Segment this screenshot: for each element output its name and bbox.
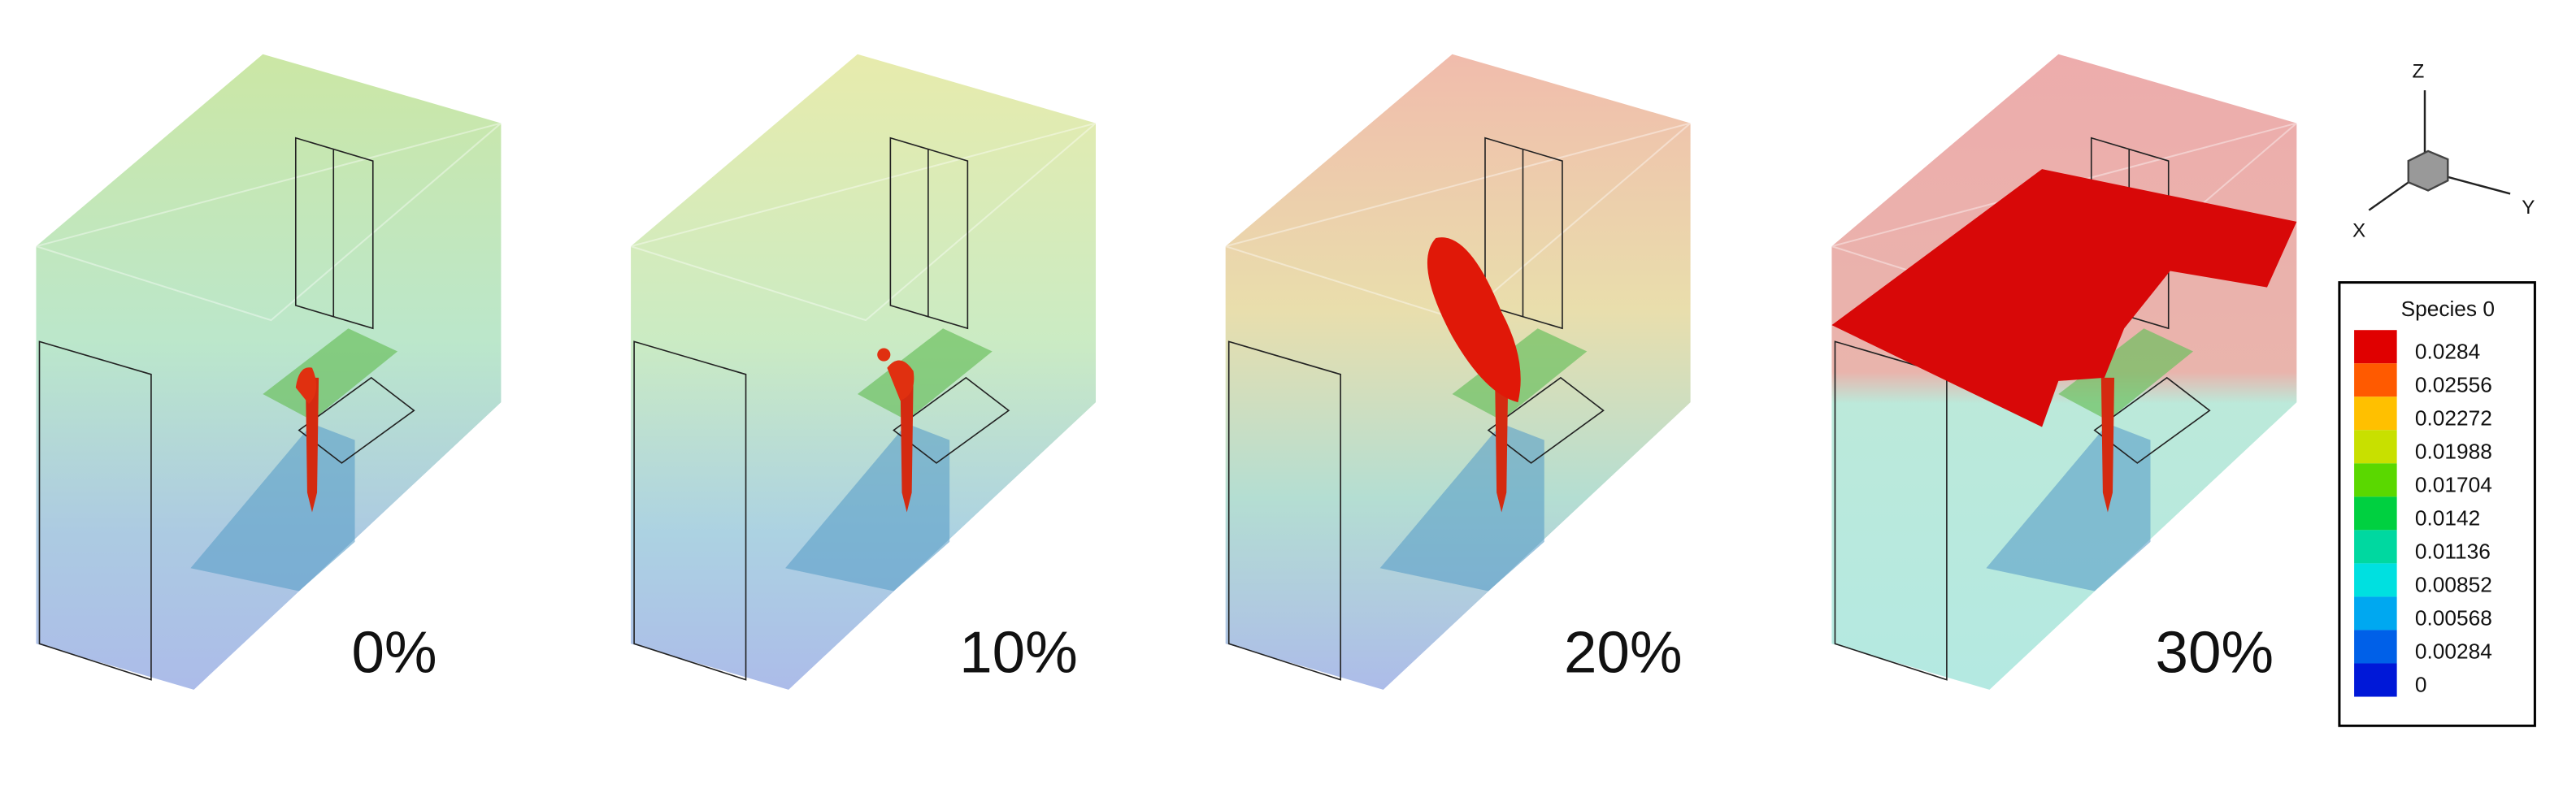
axis-label: Z — [2412, 60, 2424, 82]
plume — [877, 348, 891, 362]
legend-label: 0.01136 — [2415, 540, 2491, 564]
legend-swatch — [2354, 396, 2397, 431]
legend-swatch — [2354, 330, 2397, 364]
legend-label: 0.02272 — [2415, 406, 2492, 431]
legend-swatch — [2354, 363, 2397, 397]
window — [294, 136, 374, 330]
legend-label: 0.00568 — [2415, 606, 2492, 630]
legend-swatch — [2354, 530, 2397, 564]
plume-stem — [900, 377, 914, 513]
plume — [887, 360, 914, 401]
legend-swatch — [2354, 563, 2397, 597]
legend-title: Species 0 — [2401, 297, 2495, 321]
window — [1484, 136, 1563, 330]
panel-label: 10% — [959, 620, 1078, 686]
plume — [1427, 237, 1521, 403]
axis-label: Y — [2522, 197, 2535, 219]
panel-label: 0% — [351, 620, 437, 686]
table-top — [2058, 328, 2194, 421]
legend-label: 0.00852 — [2415, 573, 2492, 597]
room-edge — [628, 122, 1097, 322]
vent — [298, 376, 415, 464]
legend-swatch — [2354, 496, 2397, 531]
legend-label: 0.0284 — [2415, 339, 2480, 363]
room-wall — [36, 54, 502, 690]
door — [633, 340, 747, 681]
door — [1834, 340, 1948, 681]
door — [1227, 340, 1341, 681]
room-panel — [1828, 54, 2298, 690]
legend-label: 0.00284 — [2415, 639, 2492, 664]
table-top — [857, 328, 993, 421]
vent — [1487, 376, 1605, 464]
legend-swatch — [2354, 463, 2397, 497]
vent — [2093, 376, 2211, 464]
room-panel — [628, 54, 1097, 690]
legend-swatch — [2354, 596, 2397, 630]
door — [38, 340, 152, 681]
room-wall — [1225, 54, 1691, 690]
legend-label: 0.01988 — [2415, 440, 2492, 464]
table-top — [263, 328, 398, 421]
figure-content: 0% 10% 20% 30% Z X Y Species 0 0.0284 0.0… — [33, 54, 2536, 727]
room-edge — [1223, 122, 1692, 322]
plume — [295, 367, 317, 405]
plume-layer — [1831, 169, 2297, 427]
room-edge — [33, 122, 502, 322]
legend-swatch — [2354, 430, 2397, 464]
window — [889, 136, 969, 330]
panel-label: 30% — [2156, 620, 2274, 686]
room-panel — [1223, 54, 1692, 690]
legend-label: 0 — [2415, 673, 2427, 697]
legend-swatch — [2354, 663, 2397, 697]
panel-label: 20% — [1564, 620, 1683, 686]
axis-label: X — [2352, 219, 2365, 241]
legend-label: 0.02556 — [2415, 372, 2492, 396]
room-panel — [33, 54, 502, 690]
plume-stem — [2100, 377, 2115, 513]
axis-triad — [2368, 90, 2511, 211]
legend-label: 0.01704 — [2415, 473, 2492, 497]
plume-stem — [305, 377, 319, 513]
vent — [893, 376, 1010, 464]
room-wall — [631, 54, 1097, 690]
legend-swatch — [2354, 630, 2397, 664]
legend-label: 0.0142 — [2415, 506, 2480, 531]
plume-stem — [1495, 377, 1509, 513]
